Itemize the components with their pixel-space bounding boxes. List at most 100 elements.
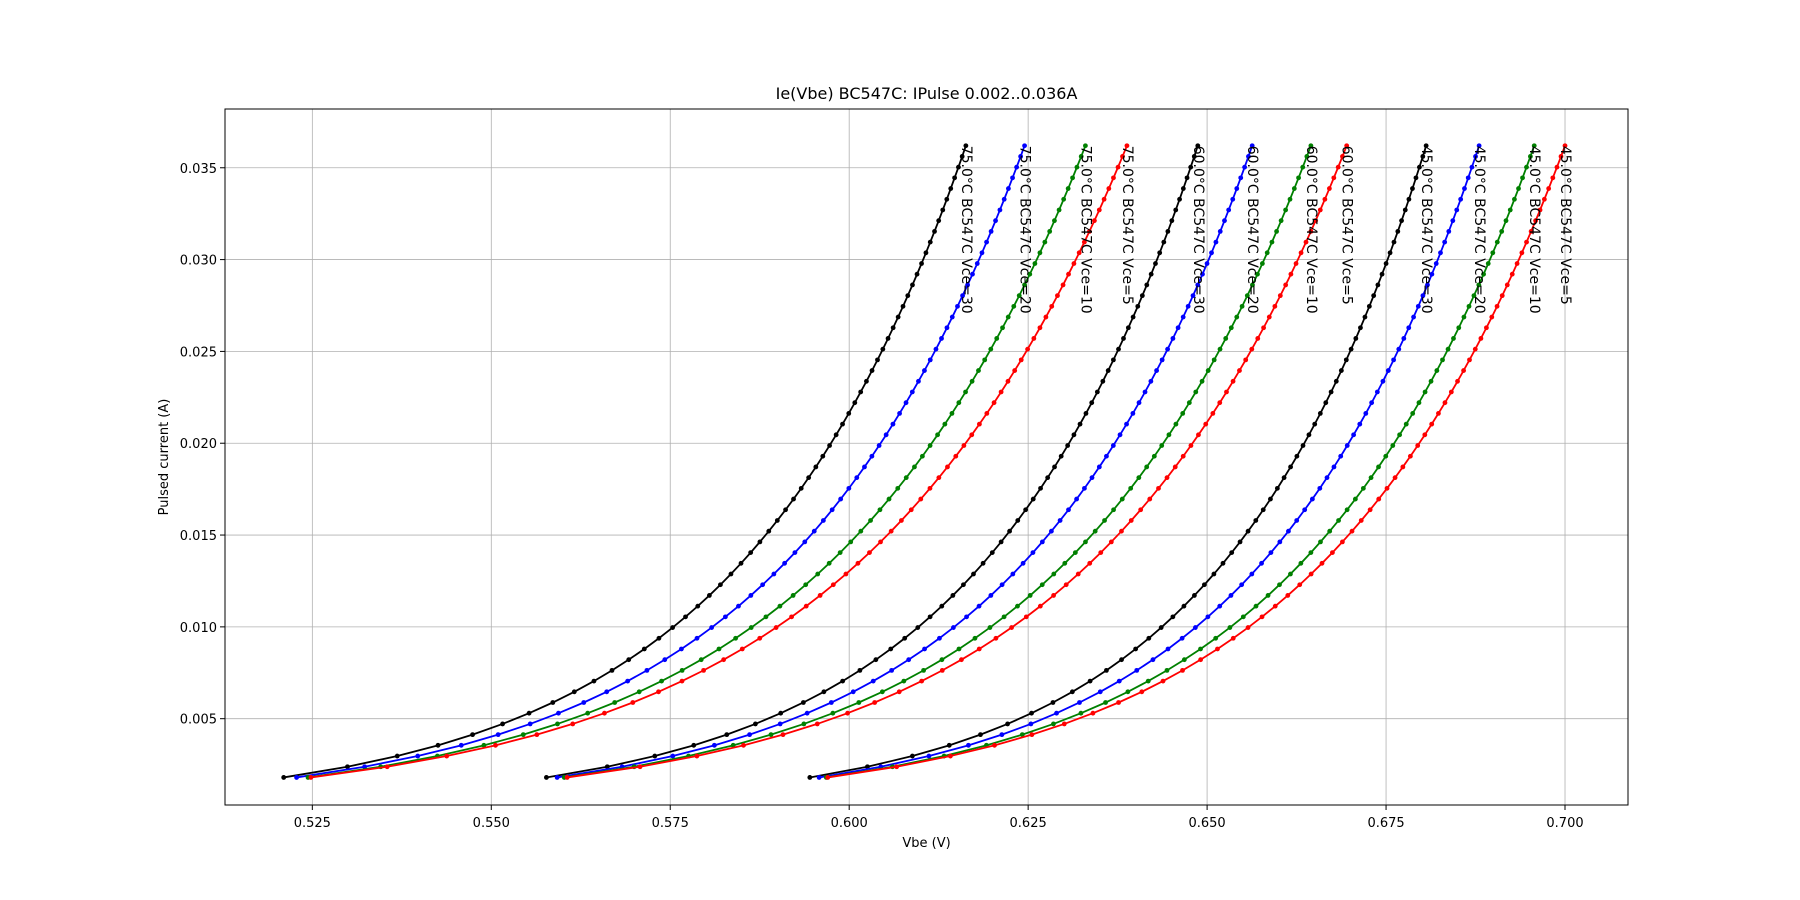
series-label: 60.0°C BC547C Vce=10 [1303, 146, 1319, 314]
data-point [1445, 346, 1451, 352]
data-point [1319, 560, 1325, 566]
data-point [817, 593, 823, 598]
data-point [1369, 400, 1375, 406]
data-point [1038, 485, 1043, 491]
data-point [1186, 400, 1192, 406]
data-point [1277, 539, 1283, 545]
data-point [1349, 528, 1355, 534]
data-point [1268, 496, 1273, 502]
data-point [1265, 593, 1271, 598]
data-point [1524, 239, 1529, 245]
data-point [556, 710, 561, 716]
x-tick-label: 0.625 [1010, 816, 1047, 831]
data-point [444, 753, 450, 759]
data-point [1030, 550, 1036, 555]
data-point [1499, 293, 1505, 299]
data-point [1031, 336, 1037, 341]
data-point [1504, 282, 1510, 288]
y-tick-label: 0.035 [180, 162, 217, 177]
data-point [1230, 378, 1236, 384]
data-point [1546, 186, 1552, 191]
data-point [867, 550, 872, 555]
data-point [1357, 421, 1363, 427]
data-point [716, 646, 722, 652]
data-point [848, 539, 854, 545]
data-point [838, 496, 844, 502]
data-point [1051, 593, 1056, 598]
data-point [949, 314, 955, 320]
data-point [903, 400, 909, 406]
data-point [526, 710, 532, 716]
data-point [956, 646, 962, 652]
data-point [1259, 614, 1265, 620]
data-point [1243, 357, 1249, 363]
data-point [1052, 464, 1057, 470]
data-point [1297, 582, 1303, 588]
data-point [868, 518, 873, 523]
data-point [926, 753, 932, 759]
data-point [1100, 378, 1106, 384]
data-point [964, 614, 969, 620]
data-point [1177, 196, 1182, 202]
data-point [728, 571, 734, 577]
data-point [1128, 485, 1134, 491]
data-point [1032, 261, 1038, 266]
data-point [1023, 614, 1029, 620]
data-point [1237, 539, 1243, 545]
data-point [1077, 421, 1083, 427]
data-point [738, 560, 744, 566]
data-point [807, 775, 813, 780]
data-point [1368, 475, 1374, 481]
data-point [706, 593, 712, 598]
data-point [1130, 314, 1136, 320]
data-point [1011, 303, 1017, 309]
data-point [1200, 271, 1205, 277]
data-point [1278, 218, 1284, 224]
data-point [1144, 464, 1150, 470]
data-point [362, 764, 368, 770]
data-point [733, 635, 739, 641]
data-point [1111, 357, 1116, 363]
data-point [1014, 164, 1020, 170]
data-point [966, 742, 971, 748]
data-point [1001, 196, 1007, 202]
data-point [949, 411, 955, 416]
data-point [1087, 228, 1092, 234]
data-point [800, 700, 806, 705]
data-point [1385, 368, 1391, 373]
data-point [1027, 593, 1033, 598]
data-point [825, 775, 831, 780]
series-label: 45.0°C BC547C Vce=20 [1471, 146, 1487, 314]
data-point [1234, 314, 1240, 320]
data-point [939, 667, 945, 673]
data-point [888, 528, 894, 534]
data-point [1387, 250, 1393, 256]
data-point [1110, 443, 1116, 448]
data-point [888, 646, 894, 652]
data-point [939, 657, 945, 663]
data-point [1239, 582, 1245, 588]
data-point [804, 710, 810, 716]
data-point [1201, 582, 1207, 588]
data-point [1471, 293, 1477, 299]
data-point [1376, 496, 1382, 502]
data-point [1055, 293, 1060, 299]
data-point [1455, 378, 1460, 384]
data-point [1092, 218, 1097, 224]
data-point [821, 689, 827, 695]
data-point [604, 689, 610, 695]
data-point [1159, 443, 1165, 448]
series-label: 45.0°C BC547C Vce=10 [1526, 146, 1542, 314]
series-11 [825, 143, 1568, 780]
data-point [1148, 378, 1154, 384]
data-point [1050, 700, 1056, 705]
data-point [865, 764, 870, 770]
data-point [1291, 186, 1297, 191]
data-point [1429, 421, 1435, 427]
data-point [1467, 357, 1472, 363]
data-point [1358, 518, 1364, 523]
data-point [1338, 368, 1344, 373]
data-point [1395, 228, 1401, 234]
data-point [1039, 582, 1045, 588]
data-point [768, 732, 774, 738]
